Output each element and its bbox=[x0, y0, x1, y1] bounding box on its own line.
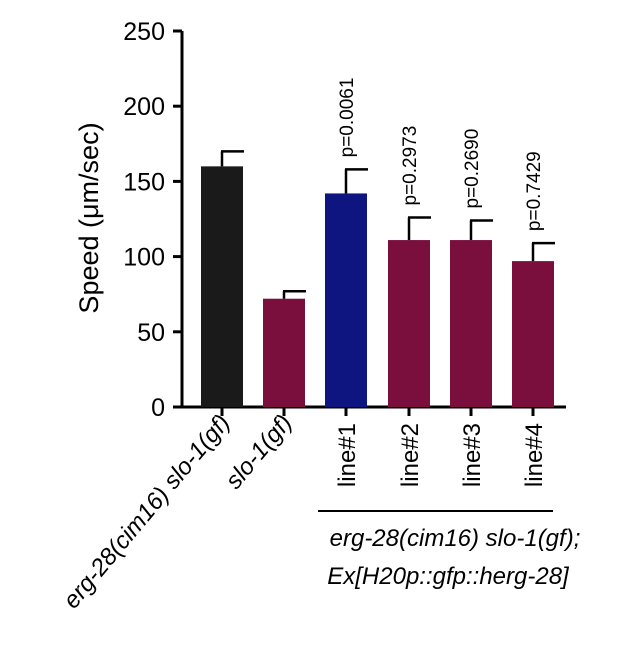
category-label-3: line#1 bbox=[334, 423, 361, 487]
p-value-label-4: p=0.2973 bbox=[400, 126, 421, 206]
category-label-6: line#4 bbox=[521, 423, 548, 487]
bar-3 bbox=[325, 193, 367, 407]
bar-4 bbox=[388, 240, 430, 407]
y-axis-label: Speed (μm/sec) bbox=[74, 122, 104, 313]
y-tick-label-0: 0 bbox=[151, 394, 165, 422]
p-value-label-6: p=0.7429 bbox=[524, 151, 545, 231]
bar-6 bbox=[512, 261, 554, 407]
group-label-line-2: Ex[H20p::gfp::herg-28] bbox=[327, 563, 570, 590]
group-label-line-1: erg-28(cim16) slo-1(gf); bbox=[330, 525, 581, 552]
category-label-4: line#2 bbox=[397, 423, 424, 487]
bar-2 bbox=[263, 298, 305, 407]
y-tick-label-100: 100 bbox=[123, 244, 165, 272]
category-label-2: slo-1(gf) bbox=[220, 410, 297, 495]
p-value-label-5: p=0.2690 bbox=[462, 129, 483, 209]
category-label-1: erg-28(cim16) slo-1(gf) bbox=[58, 410, 236, 614]
axes bbox=[173, 29, 566, 512]
bars bbox=[201, 150, 555, 407]
p-value-label-3: p=0.0061 bbox=[337, 78, 358, 158]
bar-1 bbox=[201, 166, 243, 407]
y-tick-label-200: 200 bbox=[123, 93, 165, 121]
y-tick-label-50: 50 bbox=[137, 319, 165, 347]
bar-5 bbox=[450, 240, 492, 407]
y-tick-label-150: 150 bbox=[123, 168, 165, 196]
y-tick-label-250: 250 bbox=[123, 18, 165, 46]
category-label-5: line#3 bbox=[459, 423, 486, 487]
